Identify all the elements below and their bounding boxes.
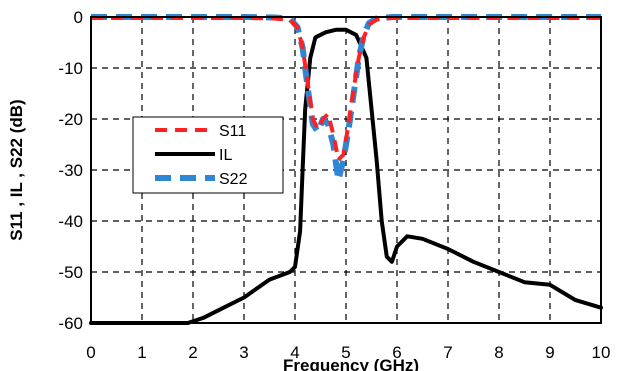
legend: S11 IL S22 bbox=[132, 116, 284, 194]
x-tick-label: 9 bbox=[545, 343, 554, 362]
x-tick-label: 0 bbox=[86, 343, 95, 362]
legend-label-s11: S11 bbox=[219, 123, 246, 140]
series-line-s11 bbox=[91, 16, 601, 162]
legend-label-s22: S22 bbox=[219, 171, 248, 188]
x-tick-label: 5 bbox=[341, 343, 350, 362]
y-tick-label: -40 bbox=[58, 212, 83, 231]
x-tick-label: 2 bbox=[188, 343, 197, 362]
y-tick-label: -30 bbox=[58, 161, 83, 180]
x-tick-label: 6 bbox=[392, 343, 401, 362]
y-tick-label: -60 bbox=[58, 314, 83, 333]
x-tick-label: 4 bbox=[290, 343, 299, 362]
y-tick-label: -20 bbox=[58, 110, 83, 129]
y-tick-label: -10 bbox=[58, 59, 83, 78]
y-tick-label: -50 bbox=[58, 263, 83, 282]
x-tick-label: 3 bbox=[239, 343, 248, 362]
y-axis-title: S11 , IL , S22 (dB) bbox=[7, 99, 26, 240]
tick-labels: 0 1 2 3 4 5 6 7 8 9 10 0 -10 -20 -30 -40 -50 -60 bbox=[58, 8, 610, 362]
x-tick-label: 10 bbox=[592, 343, 611, 362]
legend-label-il: IL bbox=[219, 147, 232, 164]
series-line-il bbox=[89, 27, 603, 325]
x-tick-label: 7 bbox=[443, 343, 452, 362]
x-tick-label: 1 bbox=[137, 343, 146, 362]
y-tick-label: 0 bbox=[74, 8, 83, 27]
x-tick-label: 8 bbox=[494, 343, 503, 362]
plot-area bbox=[90, 16, 602, 324]
x-axis-title: Frequency (GHz) bbox=[283, 356, 419, 371]
